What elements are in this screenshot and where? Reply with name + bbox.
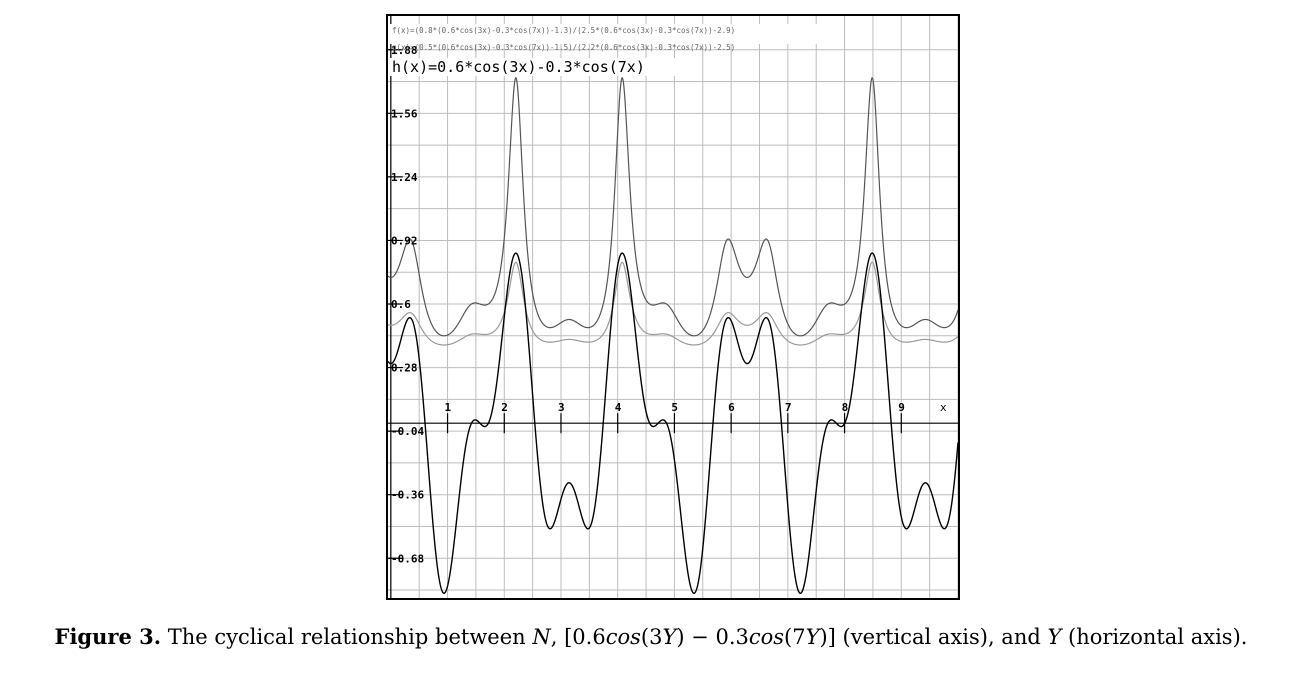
y-tick-label: -0.36 bbox=[391, 489, 424, 502]
x-tick-label: 4 bbox=[615, 401, 622, 414]
caption-text-6: )] (vertical axis), and bbox=[819, 625, 1048, 649]
y-tick-label: 0.92 bbox=[391, 234, 418, 247]
caption-var-n: N bbox=[532, 625, 551, 649]
x-tick-label: 5 bbox=[671, 401, 678, 414]
caption-var-y1: Y bbox=[662, 625, 677, 649]
figure-caption: Figure 3. The cyclical relationship betw… bbox=[0, 624, 1302, 649]
y-tick-label: 0.6 bbox=[391, 298, 411, 311]
x-tick-label: 3 bbox=[558, 401, 565, 414]
caption-var-y2: Y bbox=[805, 625, 820, 649]
axes bbox=[388, 16, 958, 598]
function-plot: 1 2 3 4 5 6 7 8 9 x 1.88 1.56 1.24 0.92 0.6 0.28 -0.04 -0… bbox=[388, 16, 958, 598]
curve-f bbox=[388, 261, 958, 346]
caption-text-5: (7 bbox=[784, 625, 806, 649]
caption-text-3: (3 bbox=[640, 625, 663, 649]
x-axis-label: x bbox=[940, 401, 947, 414]
plot-frame: 1 2 3 4 5 6 7 8 9 x 1.88 1.56 1.24 0.92 0.6 0.28 -0.04 -0… bbox=[386, 14, 960, 600]
caption-text-7: (horizontal axis). bbox=[1061, 625, 1248, 649]
caption-prefix: Figure 3. bbox=[54, 624, 162, 649]
grid bbox=[388, 16, 958, 598]
x-tick-label: 7 bbox=[785, 401, 792, 414]
caption-text-1: The cyclical relationship between bbox=[161, 625, 533, 649]
y-tick-label: 1.24 bbox=[391, 171, 418, 184]
y-tick-label: 0.28 bbox=[391, 362, 418, 375]
formula-g: g(x)=(0.5*(0.6*cos(3x)-0.3*cos(7x))-1.5)… bbox=[392, 43, 735, 52]
formula-h: h(x)=0.6*cos(3x)-0.3*cos(7x) bbox=[392, 58, 645, 76]
y-tick-label: -0.04 bbox=[391, 425, 424, 438]
y-tick-label: -0.68 bbox=[391, 552, 424, 565]
x-tick-label: 2 bbox=[501, 401, 508, 414]
x-tick-label: 8 bbox=[842, 401, 849, 414]
curve-h bbox=[388, 252, 958, 594]
x-tick-label: 9 bbox=[898, 401, 905, 414]
curves bbox=[388, 76, 958, 594]
curve-g bbox=[388, 76, 958, 337]
formula-f: f(x)=(0.8*(0.6*cos(3x)-0.3*cos(7x))-1.3)… bbox=[392, 26, 735, 35]
x-tick-label: 1 bbox=[445, 401, 452, 414]
y-tick-label: 1.88 bbox=[391, 44, 418, 57]
tick-labels: 1 2 3 4 5 6 7 8 9 x 1.88 1.56 1.24 0.92 0.6 0.28 -0.04 -0… bbox=[391, 44, 947, 566]
y-tick-label: 1.56 bbox=[391, 107, 418, 120]
caption-text-2: , [0.6 bbox=[550, 625, 606, 649]
x-tick-label: 6 bbox=[728, 401, 735, 414]
caption-cos-1: cos bbox=[605, 625, 641, 649]
caption-text-4: ) − 0.3 bbox=[676, 625, 749, 649]
caption-var-y3: Y bbox=[1047, 625, 1062, 649]
caption-cos-2: cos bbox=[748, 625, 785, 649]
